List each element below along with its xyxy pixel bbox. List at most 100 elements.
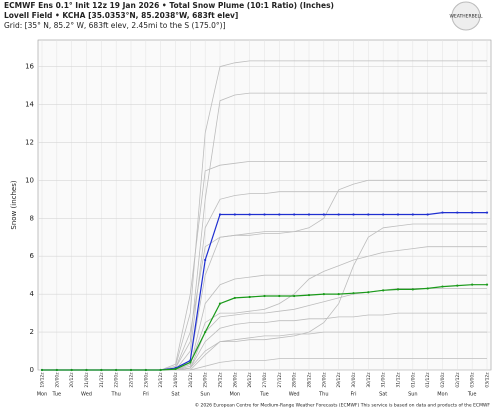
day-label: Tue bbox=[467, 392, 477, 398]
point bbox=[426, 213, 429, 216]
x-tick-label: 03/00z bbox=[470, 372, 476, 388]
point bbox=[144, 368, 147, 372]
point bbox=[396, 288, 400, 291]
point bbox=[367, 291, 370, 294]
point bbox=[322, 293, 325, 296]
point bbox=[248, 295, 251, 299]
point bbox=[293, 294, 296, 298]
point bbox=[456, 211, 459, 214]
x-tick-label: 26/00z bbox=[232, 372, 238, 388]
x-tick-label: 03/12z bbox=[485, 372, 491, 388]
y-tick-label: 2 bbox=[30, 328, 34, 336]
point bbox=[85, 368, 88, 372]
x-tick-label: 22/00z bbox=[114, 372, 120, 388]
x-tick-label: 21/12z bbox=[99, 372, 105, 388]
point bbox=[382, 289, 385, 292]
point bbox=[471, 211, 474, 214]
x-tick-label: 21/00z bbox=[84, 372, 90, 388]
y-tick-label: 12 bbox=[25, 138, 34, 146]
point bbox=[441, 285, 444, 288]
day-label: Wed bbox=[81, 392, 92, 398]
day-label: Fri bbox=[351, 392, 357, 398]
logo-badge bbox=[451, 1, 481, 31]
point bbox=[40, 368, 44, 372]
point bbox=[204, 330, 207, 334]
footer: © 2026 European Centre for Medium-Range … bbox=[195, 402, 491, 409]
point bbox=[307, 293, 311, 297]
day-label: Wed bbox=[289, 392, 300, 398]
x-tick-label: 19/12z bbox=[40, 372, 46, 388]
x-tick-label: 23/00z bbox=[143, 372, 149, 388]
day-label: Mon bbox=[230, 392, 241, 398]
point bbox=[115, 368, 118, 372]
x-tick-label: 29/00z bbox=[321, 372, 327, 388]
point bbox=[70, 368, 73, 372]
x-tick-label: 20/12z bbox=[69, 372, 75, 388]
y-tick-label: 0 bbox=[30, 366, 34, 374]
point bbox=[485, 283, 489, 286]
day-label: Sat bbox=[379, 392, 387, 398]
x-tick-label: 26/12z bbox=[247, 372, 253, 388]
point bbox=[411, 288, 414, 291]
x-tick-label: 01/00z bbox=[410, 372, 416, 388]
day-label: Thu bbox=[110, 392, 120, 398]
chart-subtitle: Grid: [35° N, 85.2° W, 683ft elev, 2.45m… bbox=[4, 21, 226, 30]
x-tick-label: 02/00z bbox=[440, 372, 446, 388]
point bbox=[382, 213, 385, 216]
y-tick-label: 4 bbox=[30, 290, 35, 298]
day-label: Sun bbox=[200, 392, 210, 398]
point bbox=[204, 258, 207, 262]
x-tick-label: 24/00z bbox=[173, 372, 179, 388]
point bbox=[337, 213, 340, 216]
day-label: Mon bbox=[437, 392, 448, 398]
point bbox=[337, 293, 340, 296]
point bbox=[293, 213, 296, 216]
point bbox=[352, 292, 355, 295]
day-label: Sat bbox=[171, 392, 179, 398]
x-tick-label: 20/00z bbox=[54, 372, 60, 388]
day-label: Fri bbox=[143, 392, 149, 398]
day-label: Tue bbox=[259, 392, 269, 398]
point bbox=[367, 213, 370, 216]
x-tick-label: 25/00z bbox=[203, 372, 209, 388]
point bbox=[485, 211, 489, 214]
x-tick-label: 02/12z bbox=[455, 372, 461, 388]
x-tick-label: 28/00z bbox=[292, 372, 298, 388]
point bbox=[248, 213, 251, 216]
x-tick-label: 31/12z bbox=[396, 372, 402, 388]
x-tick-label: 29/12z bbox=[336, 372, 342, 388]
x-tick-label: 27/00z bbox=[262, 372, 268, 388]
point bbox=[441, 211, 444, 214]
x-tick-label: 23/12z bbox=[158, 372, 164, 388]
point bbox=[307, 213, 311, 216]
point bbox=[233, 213, 236, 216]
logo: WEATHERBELL bbox=[449, 14, 483, 20]
point bbox=[100, 368, 103, 372]
y-tick-label: 16 bbox=[25, 63, 34, 71]
y-tick-label: 6 bbox=[30, 252, 35, 260]
y-axis-label: Snow (inches) bbox=[10, 180, 18, 229]
x-tick-label: 27/12z bbox=[277, 372, 283, 388]
x-tick-label: 28/12z bbox=[307, 372, 313, 388]
day-label: Sun bbox=[408, 392, 418, 398]
point bbox=[352, 213, 355, 216]
x-tick-label: 24/12z bbox=[188, 372, 194, 388]
point bbox=[218, 213, 222, 216]
point bbox=[233, 296, 236, 300]
point bbox=[159, 368, 162, 372]
point bbox=[426, 287, 429, 290]
point bbox=[174, 367, 177, 371]
point bbox=[263, 294, 266, 298]
y-tick-label: 10 bbox=[25, 176, 34, 184]
chart-title: ECMWF Ens 0.1° Init 12z 19 Jan 2026 • To… bbox=[4, 1, 334, 10]
point bbox=[322, 213, 325, 216]
point bbox=[396, 213, 400, 216]
y-tick-label: 14 bbox=[25, 100, 34, 108]
x-tick-label: 31/00z bbox=[381, 372, 387, 388]
point bbox=[189, 361, 192, 364]
point bbox=[471, 283, 474, 286]
day-label: Tue bbox=[52, 392, 62, 398]
point bbox=[129, 368, 133, 372]
day-label: Thu bbox=[318, 392, 328, 398]
